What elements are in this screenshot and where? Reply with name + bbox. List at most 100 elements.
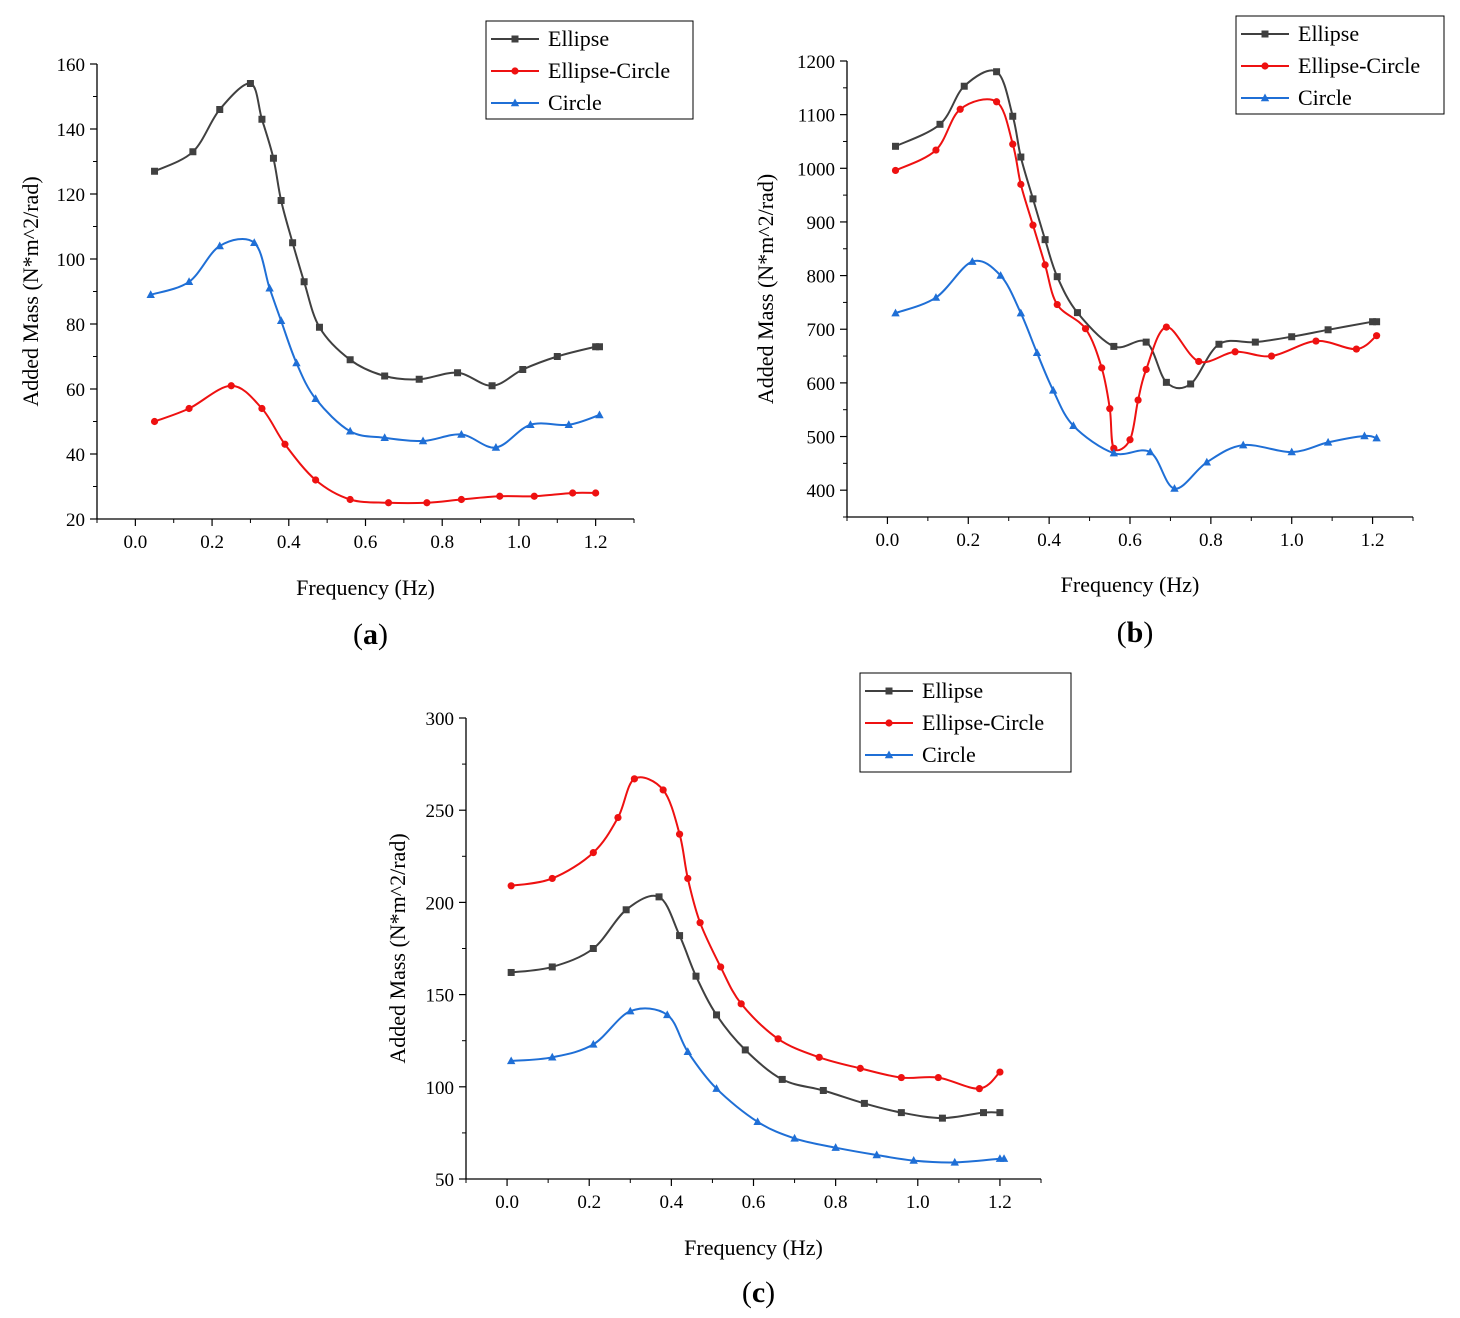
data-point [1017, 180, 1025, 188]
data-point [589, 1039, 598, 1048]
legend-label: Ellipse-Circle [548, 58, 670, 83]
y-axis-title: Added Mass (N*m^2/rad) [18, 176, 43, 406]
data-point [265, 283, 274, 292]
y-tick-label: 100 [57, 250, 86, 271]
chart-panel-c: 0.0 0.2 0.4 0.6 0.8 1.0 1.2 50 100 150 200 250 300 Fr… [385, 672, 1072, 1309]
data-point [655, 893, 663, 901]
panel-label-letter: c [752, 1276, 765, 1309]
data-point [258, 404, 266, 413]
data-point [1029, 195, 1037, 203]
x-tick-label: 0.4 [1037, 530, 1061, 551]
y-axis-title: Added Mass (N*m^2/rad) [753, 174, 778, 404]
panel-label-open: ( [353, 618, 363, 651]
data-point [774, 1035, 782, 1043]
series-line [511, 776, 1001, 1090]
data-point [737, 1000, 745, 1008]
x-tick-label: 1.0 [1280, 530, 1304, 551]
data-point [897, 1073, 905, 1082]
data-point [548, 963, 556, 971]
data-point [1041, 261, 1049, 269]
data-point [1372, 433, 1381, 442]
x-tick-label: 1.0 [507, 532, 531, 553]
data-point [1142, 338, 1150, 346]
data-point [675, 830, 684, 838]
data-point [507, 882, 515, 890]
data-point [934, 1073, 942, 1082]
data-point [215, 241, 224, 250]
data-point [553, 353, 561, 360]
data-point [300, 278, 308, 286]
data-point [1373, 332, 1381, 340]
data-point [595, 410, 604, 419]
data-point [384, 499, 393, 507]
data-point [790, 1133, 799, 1142]
panel-label-open: ( [742, 1276, 752, 1309]
data-point [1009, 112, 1017, 120]
y-tick-label: 20 [66, 510, 85, 531]
data-point [258, 115, 266, 123]
data-point [1110, 342, 1118, 350]
panel-label-open: ( [1117, 616, 1127, 649]
data-point [712, 1084, 721, 1092]
data-point [184, 277, 194, 285]
data-point [312, 476, 320, 484]
data-point [281, 440, 289, 448]
x-tick-label: 1.2 [1361, 530, 1385, 551]
series-ellipse [151, 80, 603, 390]
data-point [1106, 405, 1114, 413]
data-point [1009, 140, 1017, 148]
data-point [968, 257, 977, 265]
x-axis-title: Frequency (Hz) [296, 575, 435, 600]
legend-label: Circle [922, 742, 976, 767]
data-point [246, 80, 254, 87]
panel-label-close: ) [1143, 616, 1153, 649]
data-point [713, 1011, 721, 1019]
data-point [1017, 153, 1025, 161]
data-point [1041, 236, 1049, 244]
series-line [895, 69, 1379, 390]
data-point [250, 238, 259, 246]
data-point [891, 166, 900, 175]
data-point [311, 394, 320, 402]
data-point [659, 786, 667, 794]
x-tick-label: 0.8 [430, 532, 454, 553]
series-circle [146, 237, 604, 451]
data-point [1110, 444, 1118, 452]
data-point [381, 372, 389, 380]
legend-marker [1260, 93, 1270, 102]
data-point [530, 492, 538, 500]
data-point [980, 1109, 987, 1117]
legend-marker [1261, 62, 1269, 70]
data-point [1048, 385, 1058, 394]
data-point [150, 417, 159, 426]
data-point [491, 443, 501, 451]
y-tick-label: 100 [426, 1078, 455, 1099]
legend-marker [510, 98, 520, 107]
data-point [860, 1099, 868, 1107]
data-point [996, 271, 1005, 279]
data-point [292, 358, 301, 367]
x-tick-label: 1.2 [988, 1192, 1012, 1213]
data-point [1069, 421, 1078, 429]
data-point [993, 68, 1001, 76]
data-point [932, 146, 940, 154]
data-point [1267, 352, 1276, 360]
panel-label-letter: a [363, 618, 378, 651]
data-point [1287, 447, 1296, 456]
data-point [1324, 326, 1332, 334]
data-point [189, 148, 197, 156]
x-axis-title: Frequency (Hz) [1061, 572, 1200, 597]
data-point [1288, 333, 1296, 341]
data-point [151, 167, 159, 175]
data-point [950, 1157, 959, 1166]
data-point [592, 489, 600, 497]
legend-marker [511, 67, 519, 75]
legend-label: Circle [548, 90, 602, 115]
series-line [150, 237, 600, 449]
data-point [146, 290, 155, 298]
data-point [996, 1068, 1004, 1076]
series-line [511, 894, 1000, 1120]
data-point [1373, 318, 1381, 326]
series-line [895, 259, 1377, 490]
